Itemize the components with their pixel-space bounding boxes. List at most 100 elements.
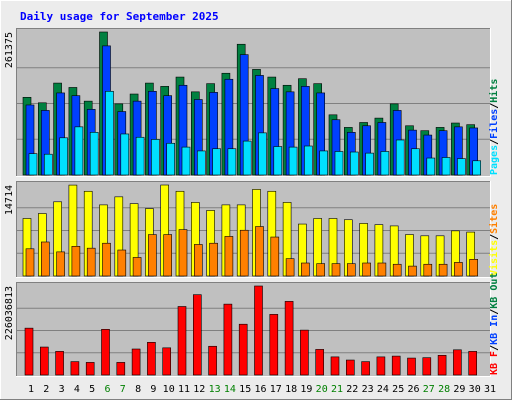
x-tick-label: 15 xyxy=(239,384,251,395)
bar-kb-f xyxy=(453,349,462,376)
legend-entry: KB Out xyxy=(489,273,500,309)
bar-kb-f xyxy=(131,348,141,376)
bar-pages xyxy=(426,157,436,176)
y-max-label: 261375 xyxy=(4,32,15,68)
x-tick-label: 2 xyxy=(43,384,49,395)
x-tick-label: 23 xyxy=(362,384,374,395)
legend-entry: KB In xyxy=(489,315,500,345)
bar-pages xyxy=(441,157,451,176)
legend-entry: / xyxy=(489,234,500,240)
bar-sites xyxy=(270,236,280,277)
x-tick-label: 24 xyxy=(377,384,389,395)
x-tick-label: 22 xyxy=(346,384,358,395)
x-tick-label: 9 xyxy=(150,384,156,395)
bar-kb-f xyxy=(422,357,432,376)
bar-pages xyxy=(212,148,221,176)
x-tick-label: 26 xyxy=(407,384,419,395)
bar-sites xyxy=(86,247,96,277)
bar-pages xyxy=(395,139,405,176)
bar-kb-f xyxy=(147,342,156,376)
bar-sites xyxy=(285,258,295,277)
x-tick-label: 6 xyxy=(104,384,110,395)
bar-sites xyxy=(71,246,81,277)
bar-kb-f xyxy=(407,357,416,376)
bar-sites xyxy=(346,263,356,277)
x-tick-label: 21 xyxy=(331,384,343,395)
x-tick-label: 10 xyxy=(163,384,175,395)
bars-bottom xyxy=(24,285,478,376)
bar-sites xyxy=(40,241,50,277)
bar-sites xyxy=(454,262,463,277)
bar-pages xyxy=(380,151,390,176)
x-tick-label: 12 xyxy=(193,384,205,395)
x-tick-label: 11 xyxy=(178,384,190,395)
bar-kb-f xyxy=(254,285,263,376)
bar-pages xyxy=(197,150,206,176)
panel-legend: Visits/Sites xyxy=(488,204,500,276)
bars-middle xyxy=(22,184,479,277)
bar-pages xyxy=(273,146,283,176)
panel-legend: Pages/Files/Hits xyxy=(488,79,500,175)
x-tick-label: 18 xyxy=(285,384,297,395)
bar-kb-f xyxy=(223,303,233,376)
bar-sites xyxy=(423,263,433,277)
panel-middle: 14714 Visits/Sites xyxy=(4,181,500,278)
bar-kb-f xyxy=(116,362,126,376)
bar-sites xyxy=(255,226,264,277)
bar-kb-f xyxy=(238,323,248,376)
bar-sites xyxy=(392,263,402,277)
bar-pages xyxy=(89,132,99,176)
bar-sites xyxy=(301,262,310,277)
bar-sites xyxy=(25,248,35,277)
bar-kb-f xyxy=(177,306,187,376)
bar-pages xyxy=(181,146,191,176)
bar-kb-f xyxy=(437,355,447,376)
bar-pages xyxy=(74,126,84,176)
bar-sites xyxy=(102,242,111,277)
legend-entry: Visits xyxy=(488,240,500,276)
x-tick-label: 19 xyxy=(300,384,312,395)
bar-pages xyxy=(166,142,175,176)
x-tick-label: 27 xyxy=(423,384,435,395)
bar-kb-f xyxy=(284,301,294,376)
bar-pages xyxy=(304,145,313,176)
legend-entry: Hits xyxy=(488,79,500,103)
bar-kb-f xyxy=(300,329,309,376)
y-max-label: 226036813 xyxy=(4,286,15,340)
bar-sites xyxy=(438,263,448,277)
bar-sites xyxy=(56,251,65,277)
chart-title: Daily usage for September 2025 xyxy=(20,10,219,23)
bar-pages xyxy=(411,148,420,176)
x-tick-label: 30 xyxy=(469,384,481,395)
bar-pages xyxy=(365,152,374,176)
y-max-label: 14714 xyxy=(4,185,15,215)
bar-kb-f xyxy=(269,314,279,376)
x-tick-label: 31 xyxy=(484,384,496,395)
x-tick-label: 4 xyxy=(74,384,80,395)
x-tick-label: 25 xyxy=(392,384,404,395)
bar-pages xyxy=(334,151,344,176)
x-axis-tick-labels: 1 2 3 4 5 6 7 8 9 10 11 12 13 14 15 16 17 18 19 20 21 22 23 24 2… xyxy=(28,384,496,395)
bar-kb-f xyxy=(24,327,34,376)
legend-entry: / xyxy=(489,309,500,315)
x-tick-label: 20 xyxy=(316,384,328,395)
legend-entry: Sites xyxy=(488,204,500,234)
bar-pages xyxy=(457,158,466,176)
bar-pages xyxy=(151,139,160,176)
bar-pages xyxy=(472,160,482,176)
bar-kb-f xyxy=(330,356,340,376)
bar-pages xyxy=(105,90,114,176)
bar-pages xyxy=(28,153,38,176)
x-tick-label: 3 xyxy=(59,384,65,395)
bar-kb-f xyxy=(162,347,171,376)
bar-pages xyxy=(59,137,68,176)
bar-kb-f xyxy=(361,361,370,376)
x-tick-label: 29 xyxy=(453,384,465,395)
chart-panels: 261375Pages/Files/Hits14714Visits/Sites2… xyxy=(4,28,500,377)
bar-sites xyxy=(178,229,188,277)
legend-entry: Pages xyxy=(489,145,500,175)
legend-entry: / xyxy=(489,345,500,351)
bar-kb-f xyxy=(193,294,202,376)
bar-sites xyxy=(362,262,371,277)
